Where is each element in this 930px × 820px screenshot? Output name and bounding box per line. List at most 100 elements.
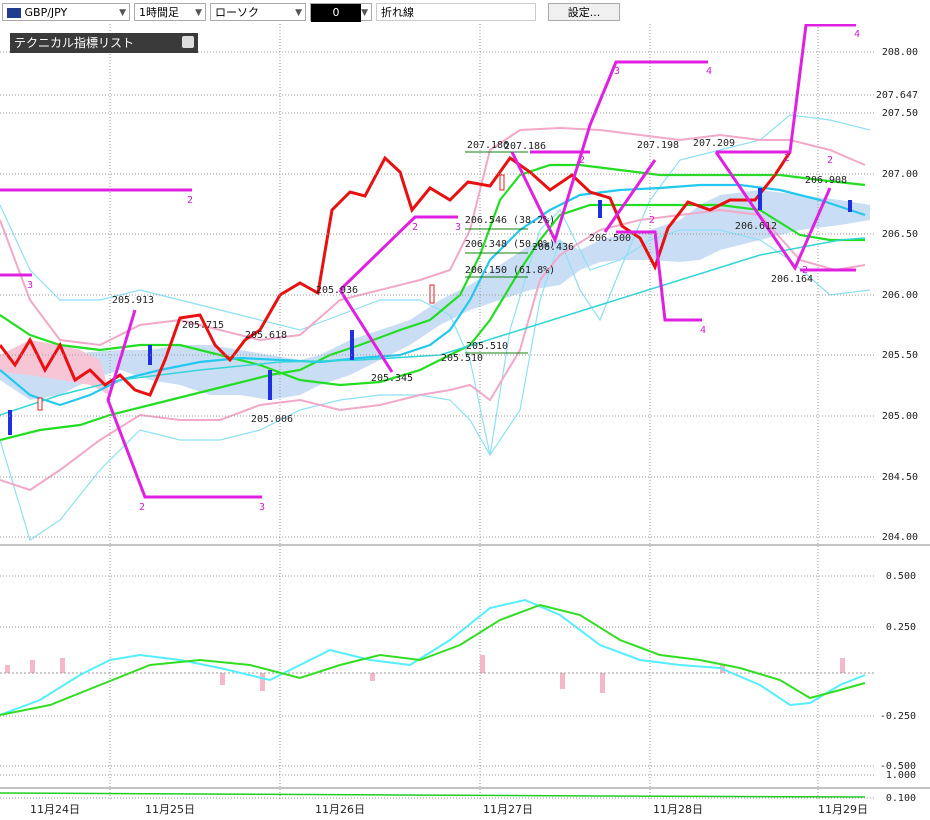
y-tick-label: 207.50	[882, 108, 918, 119]
ma-mid	[0, 163, 866, 442]
price-annotation: 205.510	[466, 341, 508, 352]
wave-line	[716, 24, 856, 154]
price-annotation: 206.500	[589, 233, 631, 244]
chart-area: 208.00 207.647 207.50 207.00 206.50 206.00 205…	[0, 24, 930, 816]
wave-label: 2	[784, 153, 790, 164]
timeframe-text: 1時間足	[139, 6, 179, 19]
y-tick-label: 208.00	[882, 47, 918, 58]
price-annotation: 206.546 (38.2%)	[465, 215, 555, 226]
y-tick-label: 205.00	[882, 411, 918, 422]
price-annotation: 205.510	[441, 353, 483, 364]
y-tick-label: 206.50	[882, 229, 918, 240]
chart-type-text: ローソク	[215, 6, 259, 19]
wave-line	[616, 230, 702, 322]
price-annotation: 205.715	[182, 320, 224, 331]
wave-label: 3	[614, 66, 620, 77]
wave-label: 4	[700, 325, 706, 336]
flag-icon	[7, 8, 21, 18]
settings-button[interactable]: 設定...	[548, 3, 620, 21]
sigma-lower	[0, 208, 866, 492]
price-annotation: 207.209	[693, 138, 735, 149]
price-annotation: 206.150 (61.8%)	[465, 265, 555, 276]
price-annotation: 205.006	[251, 414, 293, 425]
candle	[268, 370, 272, 400]
y-tick-label: 0.100	[886, 793, 916, 804]
signal-line	[0, 603, 866, 716]
y-tick-label: 207.647	[876, 90, 918, 101]
wave-label: 2	[579, 155, 585, 166]
ma-short	[0, 183, 866, 407]
wave-label: 2	[187, 195, 193, 206]
y-tick-label: 204.50	[882, 472, 918, 483]
line-type-field[interactable]: 折れ線	[376, 3, 536, 21]
wave-lines	[0, 24, 856, 499]
wave-line	[714, 151, 832, 272]
grid	[109, 24, 819, 800]
price-annotation: 206.348 (50.0%)	[465, 239, 555, 250]
x-tick-label: 11月25日	[145, 803, 195, 816]
candle	[8, 410, 12, 435]
candle	[848, 200, 852, 212]
wave-label: 3	[259, 502, 265, 513]
hist-bar	[480, 655, 485, 673]
x-tick-label: 11月27日	[483, 803, 533, 816]
chart-type-select[interactable]: ローソク ▼	[210, 3, 306, 21]
candle	[758, 188, 762, 210]
drawing-select[interactable]: 0 ▼	[310, 3, 372, 22]
y-tick-label: -0.250	[880, 711, 916, 722]
price-annotation: 206.908	[805, 175, 847, 186]
wave-label: 2	[649, 215, 655, 226]
bollinger-upper	[0, 114, 871, 457]
timeframe-select[interactable]: 1時間足 ▼	[134, 3, 206, 21]
sigma-upper	[0, 126, 866, 347]
candle	[350, 330, 354, 360]
price-annotation: 205.345	[371, 373, 413, 384]
wave-line	[603, 159, 657, 233]
wave-label: 2	[802, 265, 808, 276]
y-tick-label: 1.000	[886, 770, 916, 781]
wave-label: 2	[412, 222, 418, 233]
y-tick-label: 205.50	[882, 350, 918, 361]
ma-slow	[0, 237, 866, 416]
wave-label: 3	[27, 280, 33, 291]
ichimoku-cloud-red	[0, 340, 110, 395]
wave-label: 4	[706, 66, 712, 77]
y-tick-label: 0.250	[886, 622, 916, 633]
symbol-select[interactable]: GBP/JPY ▼	[2, 3, 130, 21]
x-tick-label: 11月28日	[653, 803, 703, 816]
hist-bar	[370, 673, 375, 681]
price-annotation: 206.164	[771, 274, 813, 285]
panel-title: テクニカル指標リスト	[14, 36, 135, 50]
price-annotation: 207.198	[637, 140, 679, 151]
y-tick-label: -0.500	[880, 761, 916, 772]
bollinger-lower	[0, 208, 871, 541]
hist-bar	[840, 658, 845, 673]
wave-label: 2	[139, 502, 145, 513]
candle	[598, 200, 602, 218]
hist-bar	[560, 673, 565, 689]
x-tick-label: 11月26日	[315, 803, 365, 816]
hist-bar	[600, 673, 605, 693]
price-annotation: 205.936	[316, 285, 358, 296]
hist-bar	[60, 658, 65, 673]
price-annotation: 207.186	[467, 140, 509, 151]
wave-line	[338, 215, 458, 292]
candle	[499, 174, 505, 191]
price-annotation: 205.618	[245, 330, 287, 341]
hist-bar	[30, 660, 35, 673]
wave-line	[510, 60, 708, 245]
y-tick-label: 207.00	[882, 169, 918, 180]
wave-label: 2	[827, 155, 833, 166]
macd-line	[0, 598, 866, 716]
settings-text: 設定...	[567, 6, 601, 19]
x-tick-label: 11月29日	[818, 803, 868, 816]
y-tick-label: 206.00	[882, 290, 918, 301]
candle	[37, 397, 43, 411]
panel-button[interactable]	[182, 36, 194, 48]
price-annotation: 206.436	[532, 242, 574, 253]
hist-bar	[220, 673, 225, 685]
drawing-text: 0	[311, 4, 361, 22]
wave-line	[106, 309, 262, 499]
indicator-panel[interactable]: テクニカル指標リスト	[10, 33, 198, 53]
